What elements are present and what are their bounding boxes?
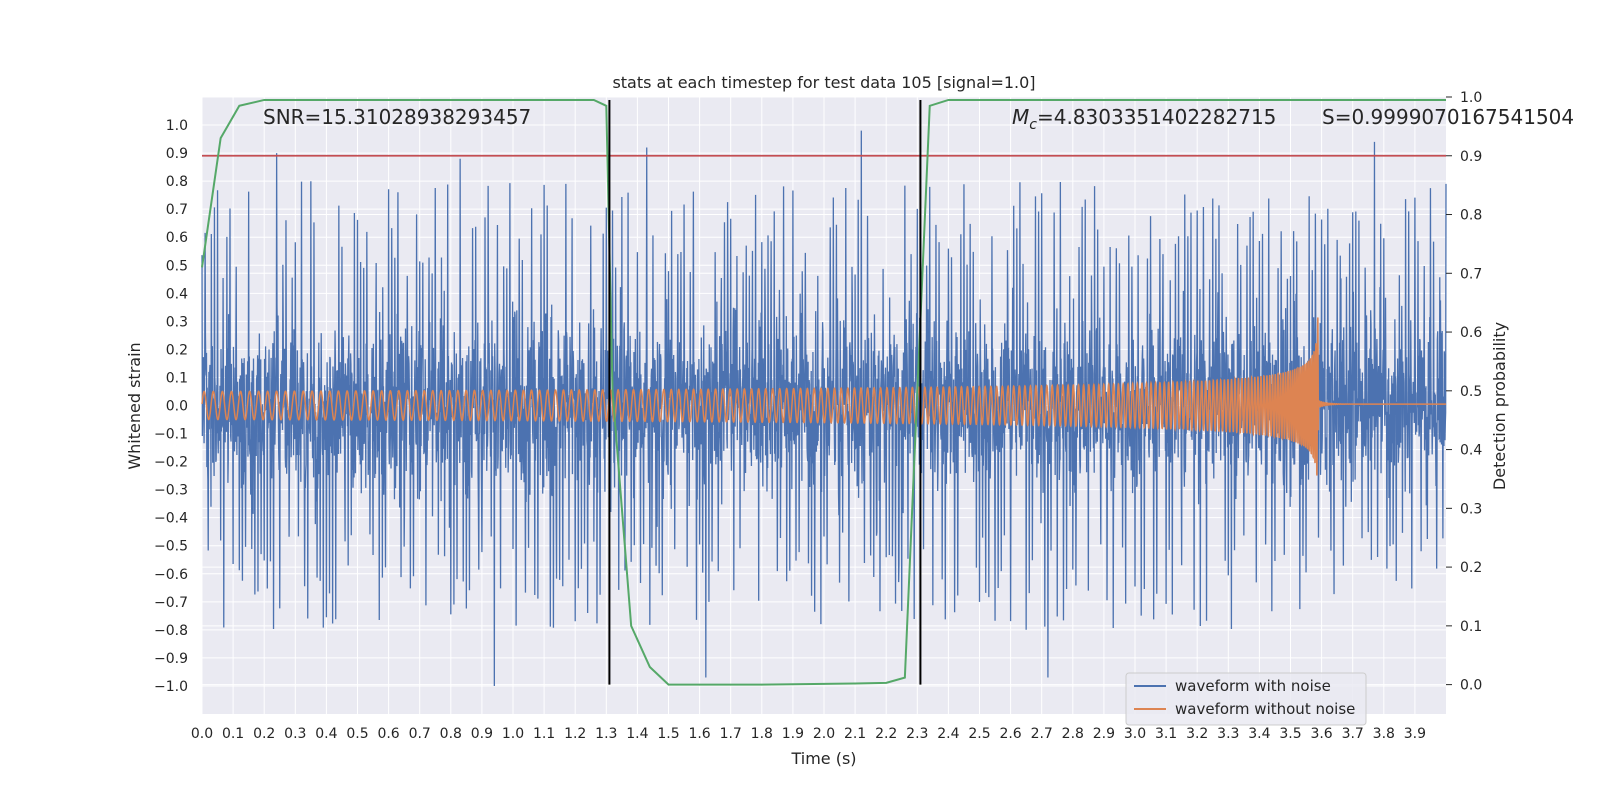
y-tick-label: −1.0 bbox=[154, 679, 188, 695]
mc-subscript: c bbox=[1029, 117, 1037, 133]
x-tick-label: 1.1 bbox=[533, 726, 555, 742]
y-tick-label: 0.8 bbox=[166, 174, 188, 190]
x-tick-label: 1.3 bbox=[595, 726, 617, 742]
y2-tick-label: 0.2 bbox=[1460, 560, 1482, 576]
x-tick-label: 3.3 bbox=[1217, 726, 1239, 742]
y-tick-label: 1.0 bbox=[166, 118, 188, 134]
y2-tick-label: 0.9 bbox=[1460, 149, 1482, 165]
x-tick-label: 1.9 bbox=[782, 726, 804, 742]
x-tick-label: 3.0 bbox=[1124, 726, 1146, 742]
y-tick-label: −0.5 bbox=[154, 539, 188, 555]
noisy-waveform-line bbox=[201, 130, 1447, 686]
x-tick-label: 3.6 bbox=[1310, 726, 1332, 742]
x-tick-label: 0.9 bbox=[471, 726, 493, 742]
y2-tick-label: 1.0 bbox=[1460, 90, 1482, 106]
y-tick-label: −0.9 bbox=[154, 651, 188, 667]
y2-tick-label: 0.1 bbox=[1460, 619, 1482, 635]
x-tick-label: 3.7 bbox=[1342, 726, 1364, 742]
chart-title: stats at each timestep for test data 105… bbox=[612, 73, 1035, 92]
x-tick-label: 0.5 bbox=[346, 726, 368, 742]
detection-probability-line bbox=[201, 98, 1446, 686]
legend-box bbox=[1125, 672, 1367, 726]
x-tick-label: 1.8 bbox=[751, 726, 773, 742]
y-tick-label: 0.1 bbox=[166, 370, 188, 386]
y-tick-label: −0.1 bbox=[154, 427, 188, 443]
x-tick-label: 2.5 bbox=[968, 726, 990, 742]
x-tick-label: 3.1 bbox=[1155, 726, 1177, 742]
y-tick-label: 0.3 bbox=[166, 314, 188, 330]
x-tick-label: 2.9 bbox=[1093, 726, 1115, 742]
y-tick-label: −0.6 bbox=[154, 567, 188, 583]
y2-tick-label: 0.0 bbox=[1460, 678, 1482, 694]
y-tick-label: 0.7 bbox=[166, 202, 188, 218]
x-tick-label: 3.8 bbox=[1373, 726, 1395, 742]
x-tick-label: 1.5 bbox=[657, 726, 679, 742]
series-layer bbox=[201, 98, 1447, 686]
y-tick-label: 0.6 bbox=[166, 230, 188, 246]
y2-axis-label: Detection probability bbox=[1490, 322, 1509, 490]
x-tick-label: 2.6 bbox=[999, 726, 1021, 742]
x-tick-label: 3.2 bbox=[1186, 726, 1208, 742]
x-tick-label: 1.0 bbox=[502, 726, 524, 742]
s-annotation: S=0.9999070167541504 bbox=[1322, 105, 1574, 129]
y2-tick-label: 0.3 bbox=[1460, 501, 1482, 517]
y-tick-label: −0.2 bbox=[154, 455, 188, 471]
x-tick-label: 3.5 bbox=[1279, 726, 1301, 742]
x-tick-label: 1.6 bbox=[688, 726, 710, 742]
y-tick-label: 0.4 bbox=[166, 286, 188, 302]
legend-label-clean: waveform without noise bbox=[1175, 700, 1355, 718]
clean-waveform-line bbox=[201, 317, 1446, 476]
y-tick-label: −0.4 bbox=[154, 511, 188, 527]
x-tick-label: 0.0 bbox=[191, 726, 213, 742]
chirp-mass-annotation: Mc=4.8303351402282715 bbox=[1012, 105, 1276, 133]
x-tick-label: 1.2 bbox=[564, 726, 586, 742]
mc-symbol: M bbox=[1012, 105, 1029, 129]
ticks-layer: 0.0 0.1 0.2 0.3 0.4 0.5 0.6 0.7 0.8 0.9 1.0 1.1 1.2 1… bbox=[154, 90, 1482, 742]
x-tick-label: 2.3 bbox=[906, 726, 928, 742]
legend: waveform with noise waveform without noi… bbox=[1125, 672, 1367, 726]
x-tick-label: 0.3 bbox=[284, 726, 306, 742]
x-tick-label: 0.4 bbox=[315, 726, 337, 742]
y-tick-label: 0.2 bbox=[166, 342, 188, 358]
y2-tick-label: 0.5 bbox=[1460, 384, 1482, 400]
y-tick-label: −0.7 bbox=[154, 595, 188, 611]
legend-label-noise: waveform with noise bbox=[1175, 677, 1331, 695]
x-tick-label: 0.6 bbox=[377, 726, 399, 742]
x-tick-label: 0.1 bbox=[222, 726, 244, 742]
x-tick-label: 3.9 bbox=[1404, 726, 1426, 742]
x-tick-label: 2.8 bbox=[1062, 726, 1084, 742]
y-tick-label: −0.3 bbox=[154, 483, 188, 499]
y-axis-label: Whitened strain bbox=[125, 342, 144, 469]
x-tick-label: 0.2 bbox=[253, 726, 275, 742]
y-tick-label: 0.9 bbox=[166, 146, 188, 162]
mc-value: =4.8303351402282715 bbox=[1037, 105, 1276, 129]
x-tick-label: 2.7 bbox=[1031, 726, 1053, 742]
x-tick-label: 2.2 bbox=[875, 726, 897, 742]
y2-tick-label: 0.8 bbox=[1460, 208, 1482, 224]
x-tick-label: 0.8 bbox=[440, 726, 462, 742]
y2-tick-label: 0.4 bbox=[1460, 443, 1482, 459]
y2-tick-label: 0.6 bbox=[1460, 325, 1482, 341]
x-axis-label: Time (s) bbox=[790, 749, 856, 768]
x-tick-label: 2.0 bbox=[813, 726, 835, 742]
x-tick-label: 2.4 bbox=[937, 726, 959, 742]
x-tick-label: 1.7 bbox=[720, 726, 742, 742]
x-tick-label: 0.7 bbox=[409, 726, 431, 742]
y-tick-label: 0.5 bbox=[166, 258, 188, 274]
y2-tick-label: 0.7 bbox=[1460, 266, 1482, 282]
y-tick-label: 0.0 bbox=[166, 399, 188, 415]
snr-annotation: SNR=15.31028938293457 bbox=[263, 105, 531, 129]
x-tick-label: 1.4 bbox=[626, 726, 648, 742]
x-tick-label: 3.4 bbox=[1248, 726, 1270, 742]
x-tick-label: 2.1 bbox=[844, 726, 866, 742]
y-tick-label: −0.8 bbox=[154, 623, 188, 639]
